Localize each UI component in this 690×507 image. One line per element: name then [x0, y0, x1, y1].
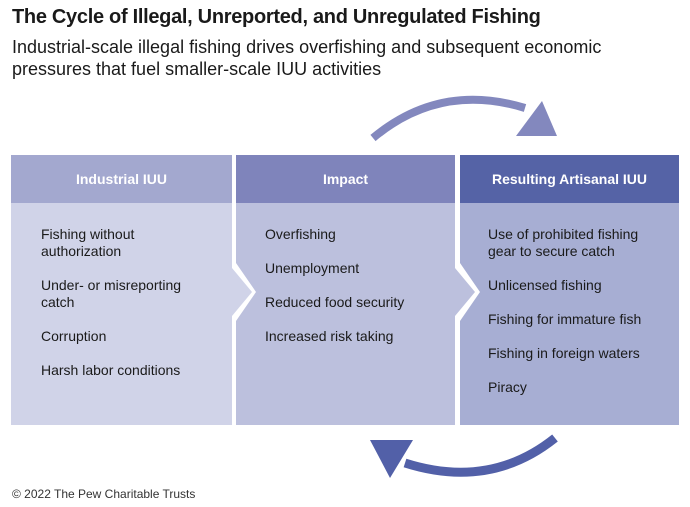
col1-title: Industrial IUU [75, 171, 167, 187]
list-item: Under- or misreporting catch [41, 277, 182, 310]
list-item: Increased risk taking [265, 328, 394, 344]
col3-list: Use of prohibited fishing gear to secure… [488, 226, 658, 413]
list-item: Overfishing [265, 226, 336, 242]
list-item: Fishing without authorization [41, 226, 135, 259]
col3-body [460, 203, 679, 425]
col2-title: Impact [322, 171, 369, 187]
list-item: Fishing for immature fish [488, 311, 642, 327]
list-item: Unemployment [265, 260, 360, 276]
top-arrow-shaft [370, 95, 527, 142]
col1-list: Fishing without authorization Under- or … [41, 226, 211, 396]
top-arrow-head-icon [516, 101, 557, 136]
col3-header [460, 155, 679, 203]
col1-header [11, 155, 232, 203]
diagram-subtitle: Industrial-scale illegal fishing drives … [12, 37, 602, 79]
list-item: Unlicensed fishing [488, 277, 602, 293]
list-item: Harsh labor conditions [41, 362, 181, 378]
list-item: Corruption [41, 328, 107, 344]
list-item: Fishing in foreign waters [488, 345, 640, 361]
list-item: Piracy [488, 379, 527, 395]
list-item: Reduced food security [265, 294, 405, 310]
col2-header [236, 155, 455, 203]
copyright: © 2022 The Pew Charitable Trusts [12, 487, 196, 501]
col2-list: Overfishing Unemployment Reduced food se… [265, 226, 445, 362]
diagram-title: The Cycle of Illegal, Unreported, and Un… [12, 6, 541, 28]
bottom-arrow-head-icon [370, 440, 413, 478]
bottom-arrow-shaft [403, 434, 558, 477]
col2-body [236, 203, 475, 425]
col3-title: Resulting Artisanal IUU [491, 171, 648, 187]
list-item: Use of prohibited fishing gear to secure… [488, 226, 639, 259]
col1-body [11, 203, 252, 425]
